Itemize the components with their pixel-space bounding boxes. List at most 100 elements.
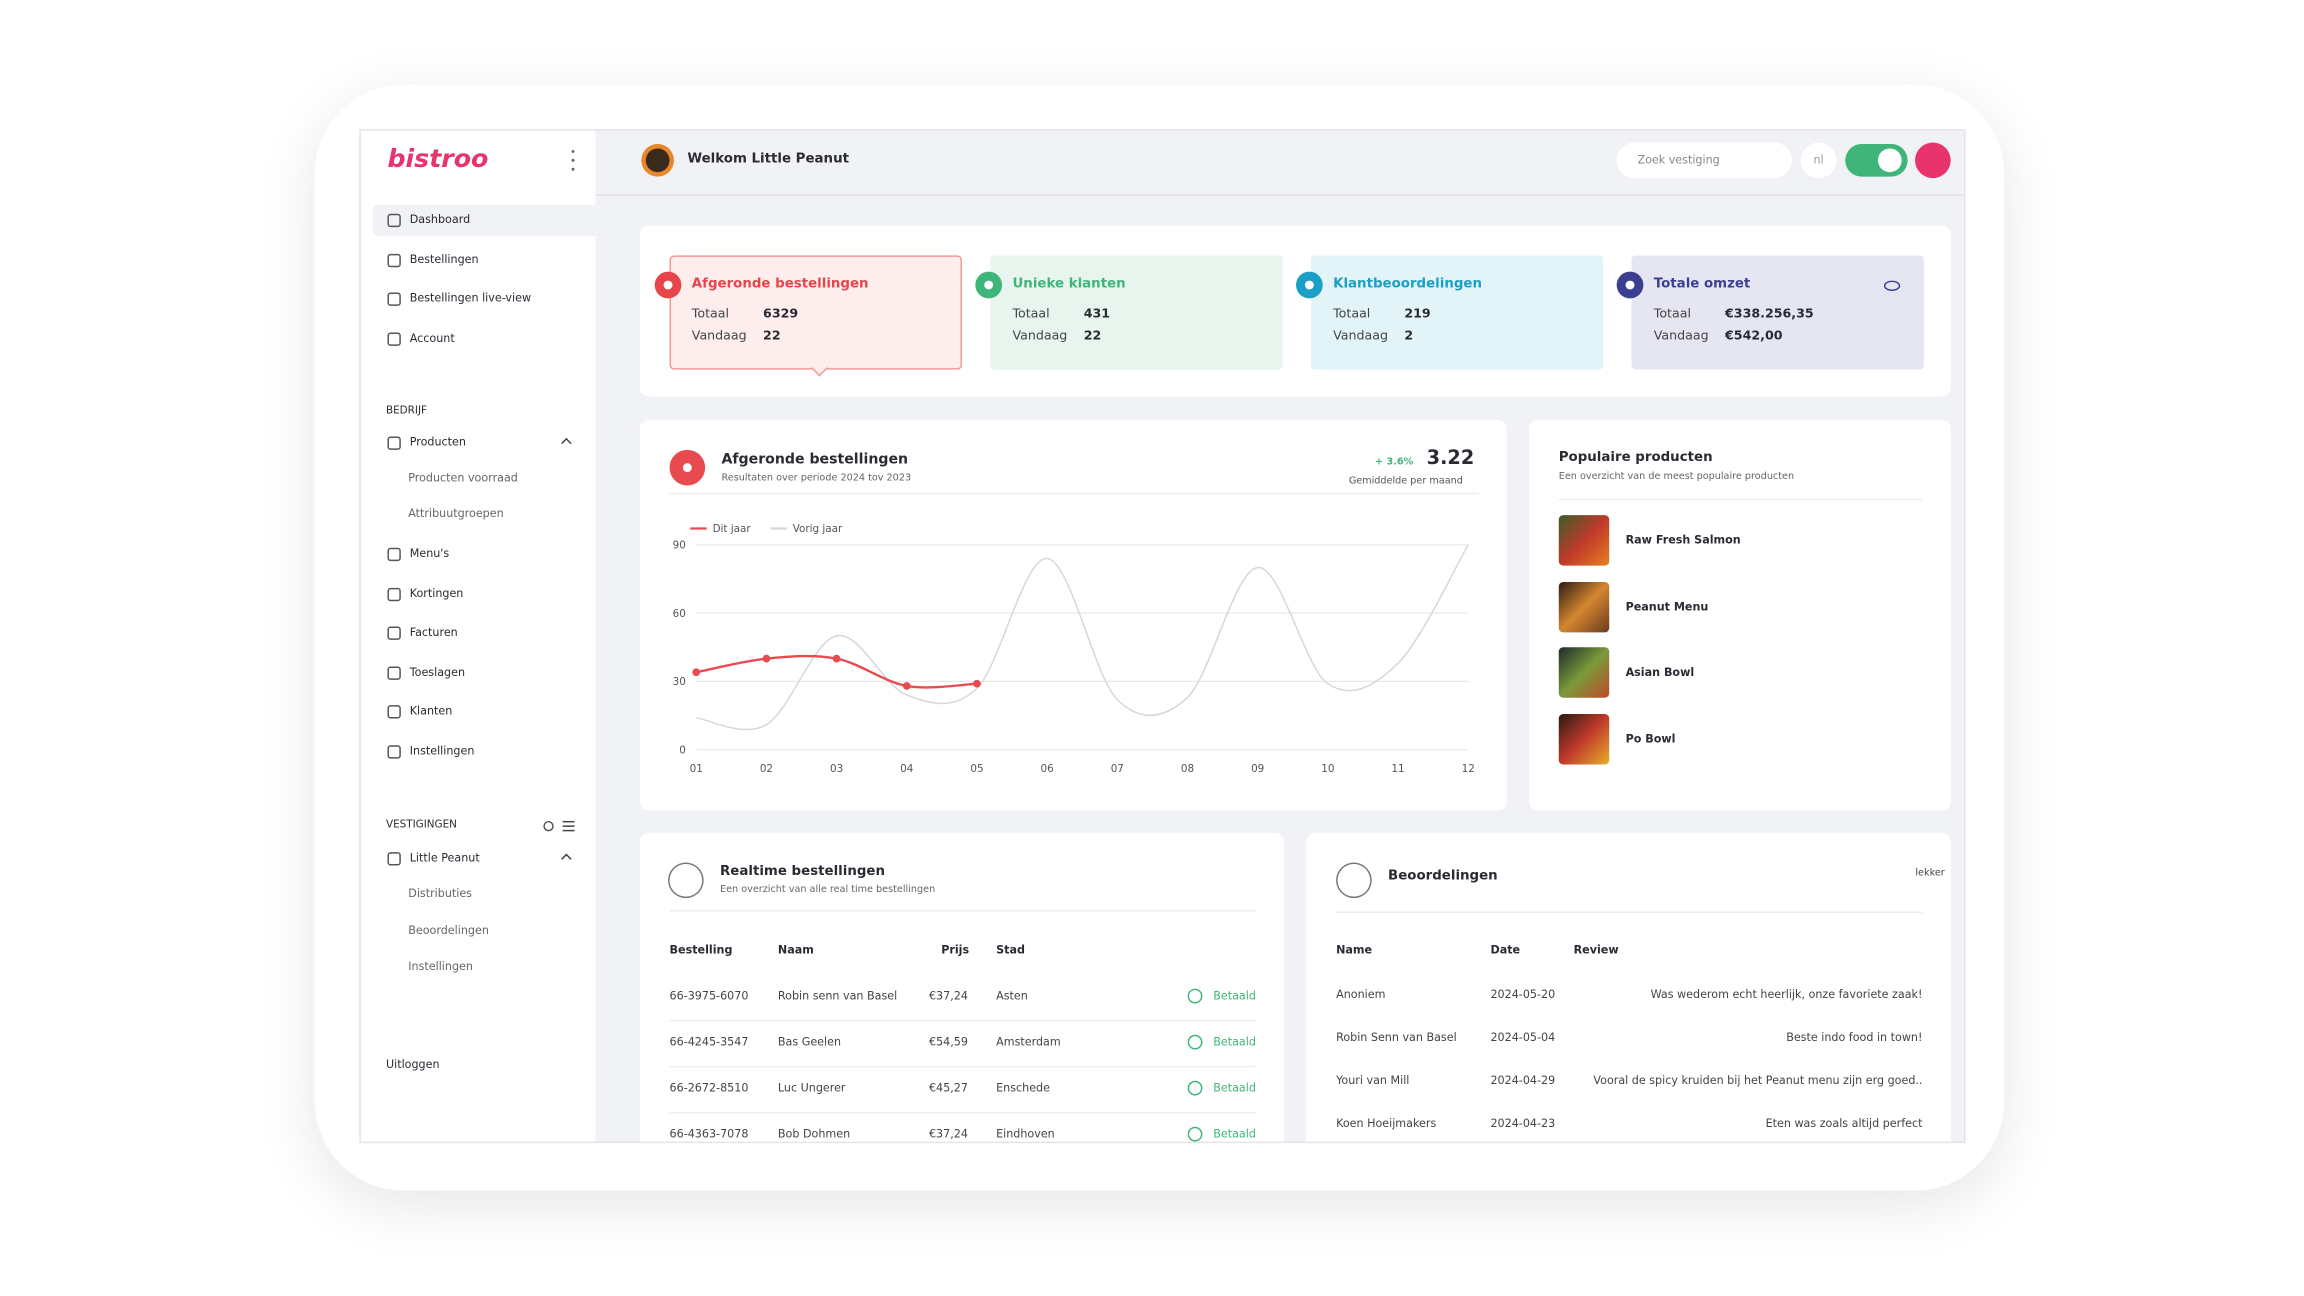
nav-item[interactable]: Bestellingen live-view [409,291,532,305]
popular-title: Populaire producten [1558,450,1713,466]
nav-item[interactable]: Menu's [409,546,450,561]
column-header: Name [1336,943,1373,957]
nav-item[interactable]: Producten [409,435,466,449]
nav-item[interactable]: Facturen [409,625,458,639]
x-tick-label: 04 [900,763,914,775]
panel-subtitle: Een overzicht van alle real time bestell… [720,882,936,895]
column-header: Prijs [941,943,970,957]
stat-label: Totaal [1012,306,1050,322]
change: + 3.6% [1375,455,1414,468]
nav-subitem[interactable]: Beoordelingen [408,923,489,937]
product-name[interactable]: Po Bowl [1625,732,1676,746]
x-tick-label: 09 [1251,763,1264,775]
x-tick-label: 06 [1041,763,1054,775]
reviews-icon-inner [1337,864,1371,897]
cell: 66-2672-8510 [669,1081,749,1095]
stat-value: €338.256,35 [1725,306,1814,322]
column-header: Bestelling [669,943,733,957]
y-tick-label: 90 [673,540,686,552]
nav-item[interactable]: Toeslagen [409,665,466,679]
cell: Anoniem [1336,987,1386,1001]
nav-subitem[interactable]: Producten voorraad [408,470,518,485]
cell: €37,24 [928,1127,968,1141]
nav-subitem[interactable]: Instellingen [408,959,473,973]
nav-subitem[interactable]: Distributies [408,887,472,901]
screen-content: bistroo Welkom Little Peanut Zoek vestigin… [360,130,1965,1142]
eye-icon [1883,280,1901,291]
logout[interactable]: Uitloggen [385,1057,440,1071]
row-divider [669,1111,1256,1114]
cell: 2024-04-29 [1490,1073,1556,1088]
stat-card[interactable] [1631,255,1924,370]
stat-card[interactable] [990,255,1283,370]
nav-icon [387,587,401,601]
stat-icon-glyph [984,280,994,290]
chart-title: Afgeronde bestellingen [721,451,909,468]
search-box[interactable] [1616,142,1792,179]
nav-item[interactable]: Dashboard [409,212,471,227]
stat-icon-glyph [663,280,673,290]
overlay: Dit jaar Vorig jaar 0 30 60 90 01 02 03 04 05 06 07 0… [673,523,1475,775]
active-item-bg [372,204,596,237]
cell: 2024-04-23 [1490,1116,1556,1131]
cell: Was wederom echt heerlijk, onze favoriet… [1650,987,1923,1001]
popular-subtitle: Een overzicht van de meest populaire pro… [1558,470,1795,483]
stat-card[interactable] [1310,255,1604,370]
nav-icon [387,666,401,680]
nav-item[interactable]: Bestellingen [409,252,479,267]
x-tick-label: 07 [1111,763,1124,775]
point [762,654,771,663]
nav-icon [387,292,401,306]
product-name[interactable]: Peanut Menu [1625,599,1709,614]
status: Betaald [1213,1035,1256,1049]
product-name[interactable]: Asian Bowl [1625,666,1695,680]
product-name[interactable]: Raw Fresh Salmon [1625,533,1741,547]
add-icon-inner [544,821,552,830]
cell: Robin senn van Basel [777,989,898,1003]
cell: Youri van Mill [1336,1073,1410,1088]
y-tick-label: 60 [673,608,686,620]
x-tick-label: 05 [970,763,983,775]
list-icon [562,825,575,827]
cell: Amsterdam [996,1035,1061,1049]
chart-subtitle: Resultaten over periode 2024 tov 2023 [721,471,912,484]
cell: 66-3975-6070 [669,989,749,1003]
realtime-icon-inner [669,864,703,897]
support-button [1915,142,1951,179]
stat-value: 22 [763,329,781,345]
status-icon [1187,1080,1203,1096]
nav-icon [387,253,401,268]
nav-item[interactable]: Instellingen [409,744,475,758]
nav-item[interactable]: Kortingen [409,586,464,600]
point [692,668,701,677]
nav-icon [387,436,401,450]
divider [669,492,1479,495]
stat-value: 22 [1083,329,1102,345]
panel-title: Realtime bestellingen [720,864,885,880]
stat-card[interactable] [669,255,962,370]
stat-title: Afgeronde bestellingen [691,276,869,292]
cell: Bas Geelen [777,1035,842,1049]
section-heading: BEDRIJF [385,404,428,417]
legend-label: Dit jaar [713,523,752,535]
nav-item[interactable]: Klanten [409,704,453,718]
nav-item[interactable]: Little Peanut [409,851,480,865]
stat-value: 2 [1404,329,1414,345]
status-icon [1187,1034,1203,1050]
cell: Bob Dohmen [777,1127,851,1141]
stat-value: 6329 [763,306,799,322]
nav-item[interactable]: Account [409,331,455,345]
stat-value: €542,00 [1725,329,1783,345]
y-tick-label: 0 [679,744,686,756]
product-image [1558,581,1610,632]
divider [1558,498,1923,501]
language[interactable]: nl [1813,153,1824,167]
nav-subitem[interactable]: Attribuutgroepen [408,506,504,520]
cell: Asten [996,989,1028,1003]
nav-icon [387,332,401,346]
product-image [1558,714,1610,765]
column-header: Date [1490,943,1521,957]
divider [1336,911,1923,913]
